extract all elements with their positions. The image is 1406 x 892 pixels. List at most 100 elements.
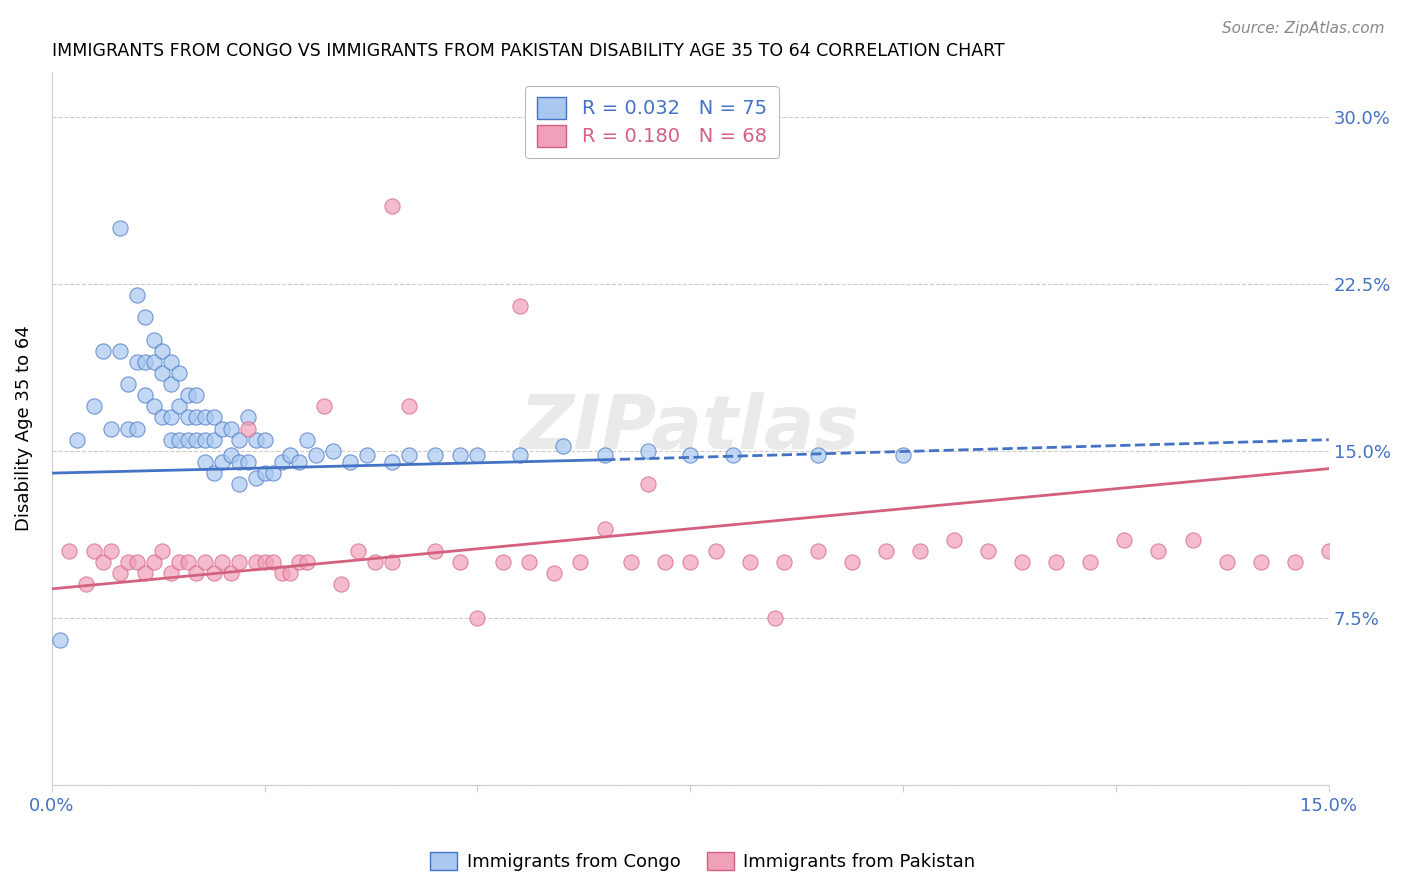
Point bbox=[262, 555, 284, 569]
Point bbox=[381, 555, 404, 569]
Point bbox=[278, 448, 301, 462]
Point bbox=[908, 544, 931, 558]
Point bbox=[142, 355, 165, 369]
Point bbox=[125, 421, 148, 435]
Point bbox=[245, 555, 267, 569]
Point bbox=[381, 455, 404, 469]
Point bbox=[202, 433, 225, 447]
Legend: Immigrants from Congo, Immigrants from Pakistan: Immigrants from Congo, Immigrants from P… bbox=[423, 845, 983, 879]
Point bbox=[568, 555, 591, 569]
Point bbox=[977, 544, 1000, 558]
Point bbox=[891, 448, 914, 462]
Point bbox=[152, 410, 174, 425]
Point bbox=[593, 522, 616, 536]
Point bbox=[117, 555, 139, 569]
Point bbox=[186, 566, 208, 581]
Point bbox=[219, 421, 242, 435]
Point bbox=[160, 355, 183, 369]
Point bbox=[134, 310, 156, 325]
Point bbox=[152, 544, 174, 558]
Legend: R = 0.032   N = 75, R = 0.180   N = 68: R = 0.032 N = 75, R = 0.180 N = 68 bbox=[526, 86, 779, 158]
Point bbox=[262, 466, 284, 480]
Point bbox=[721, 448, 744, 462]
Point bbox=[467, 448, 489, 462]
Point bbox=[108, 221, 131, 235]
Point bbox=[339, 455, 361, 469]
Point bbox=[270, 566, 292, 581]
Point bbox=[177, 433, 200, 447]
Point bbox=[287, 555, 309, 569]
Point bbox=[295, 433, 318, 447]
Point bbox=[169, 366, 191, 380]
Point bbox=[75, 577, 97, 591]
Point bbox=[58, 544, 80, 558]
Point bbox=[314, 400, 336, 414]
Point bbox=[245, 433, 267, 447]
Point bbox=[943, 533, 966, 547]
Point bbox=[620, 555, 643, 569]
Point bbox=[169, 433, 191, 447]
Point bbox=[160, 410, 183, 425]
Point bbox=[177, 410, 200, 425]
Point bbox=[66, 433, 89, 447]
Point bbox=[100, 544, 122, 558]
Point bbox=[763, 611, 786, 625]
Point bbox=[202, 410, 225, 425]
Point bbox=[322, 443, 344, 458]
Point bbox=[91, 555, 114, 569]
Point bbox=[364, 555, 387, 569]
Point bbox=[637, 477, 659, 491]
Point bbox=[228, 455, 250, 469]
Point bbox=[423, 544, 446, 558]
Point bbox=[134, 566, 156, 581]
Point bbox=[509, 299, 531, 313]
Text: Source: ZipAtlas.com: Source: ZipAtlas.com bbox=[1222, 21, 1385, 36]
Point bbox=[398, 448, 420, 462]
Point bbox=[1250, 555, 1272, 569]
Point bbox=[287, 455, 309, 469]
Point bbox=[807, 544, 830, 558]
Point bbox=[807, 448, 830, 462]
Point bbox=[509, 448, 531, 462]
Point bbox=[177, 555, 200, 569]
Point bbox=[679, 555, 702, 569]
Point bbox=[236, 455, 259, 469]
Point bbox=[228, 433, 250, 447]
Point bbox=[108, 343, 131, 358]
Point bbox=[270, 455, 292, 469]
Point bbox=[381, 199, 404, 213]
Point bbox=[125, 555, 148, 569]
Point bbox=[152, 366, 174, 380]
Point bbox=[91, 343, 114, 358]
Y-axis label: Disability Age 35 to 64: Disability Age 35 to 64 bbox=[15, 326, 32, 532]
Text: IMMIGRANTS FROM CONGO VS IMMIGRANTS FROM PAKISTAN DISABILITY AGE 35 TO 64 CORREL: IMMIGRANTS FROM CONGO VS IMMIGRANTS FROM… bbox=[52, 42, 1004, 60]
Point bbox=[704, 544, 727, 558]
Point bbox=[330, 577, 353, 591]
Point bbox=[194, 455, 217, 469]
Point bbox=[117, 421, 139, 435]
Point bbox=[202, 466, 225, 480]
Point bbox=[517, 555, 540, 569]
Point bbox=[160, 377, 183, 392]
Point bbox=[356, 448, 378, 462]
Point bbox=[423, 448, 446, 462]
Point bbox=[125, 288, 148, 302]
Point bbox=[543, 566, 565, 581]
Point bbox=[245, 470, 267, 484]
Text: ZIPatlas: ZIPatlas bbox=[520, 392, 860, 465]
Point bbox=[160, 433, 183, 447]
Point bbox=[211, 421, 233, 435]
Point bbox=[278, 566, 301, 581]
Point bbox=[467, 611, 489, 625]
Point bbox=[1045, 555, 1067, 569]
Point bbox=[305, 448, 328, 462]
Point bbox=[125, 355, 148, 369]
Point bbox=[1147, 544, 1170, 558]
Point bbox=[83, 400, 105, 414]
Point bbox=[186, 410, 208, 425]
Point bbox=[1317, 544, 1340, 558]
Point bbox=[253, 555, 276, 569]
Point bbox=[253, 433, 276, 447]
Point bbox=[83, 544, 105, 558]
Point bbox=[160, 566, 183, 581]
